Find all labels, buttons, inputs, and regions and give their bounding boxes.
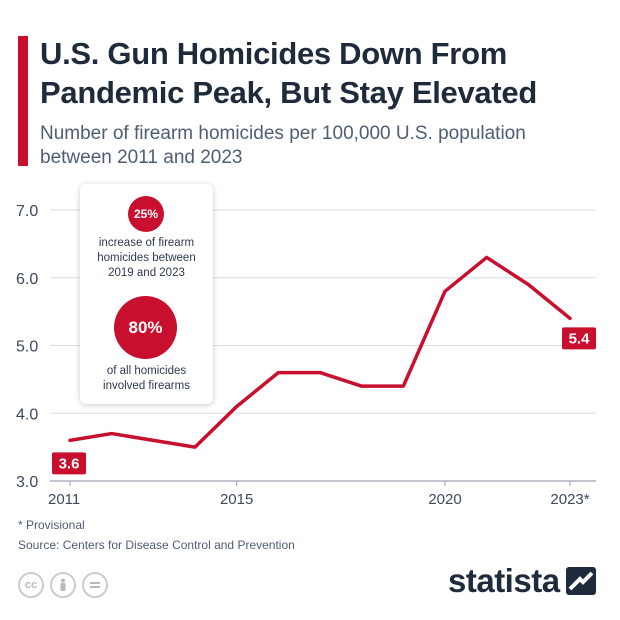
y-axis-ticks: 3.0 4.0 5.0 6.0 7.0 bbox=[16, 203, 38, 491]
license-icons: cc bbox=[18, 572, 108, 598]
statista-logo[interactable]: statista bbox=[448, 562, 596, 600]
stat-value-increase: 25% bbox=[133, 207, 159, 221]
attribution-icon[interactable] bbox=[50, 572, 76, 598]
footnote: * Provisional bbox=[18, 518, 85, 532]
x-tick-label: 2011 bbox=[48, 491, 80, 508]
title-accent-bar bbox=[18, 36, 28, 166]
chart-subtitle: Number of firearm homicides per 100,000 … bbox=[40, 123, 526, 168]
stat-circle-share: 80% bbox=[114, 296, 177, 359]
y-tick-label: 7.0 bbox=[16, 203, 38, 220]
data-label-box bbox=[562, 327, 596, 350]
x-axis-ticks: 2011 2015 2020 2023* bbox=[48, 481, 590, 508]
stat-text-increase: increase of firearm homicides between 20… bbox=[80, 236, 213, 281]
stat-value-share: 80% bbox=[128, 318, 163, 337]
source-note: Source: Centers for Disease Control and … bbox=[18, 538, 295, 552]
chart-title: U.S. Gun Homicides Down From Pandemic Pe… bbox=[40, 36, 537, 110]
stat-text-share-line2: involved firearms bbox=[103, 380, 190, 392]
x-tick-label: 2015 bbox=[220, 491, 253, 508]
series-layer bbox=[68, 255, 572, 449]
y-tick-label: 4.0 bbox=[16, 406, 38, 423]
y-tick-label: 3.0 bbox=[16, 474, 38, 491]
stat-text-increase-line2: homicides between bbox=[97, 252, 196, 264]
annotation-box: 25% increase of firearm homicides betwee… bbox=[80, 184, 213, 404]
stat-circle-increase: 25% bbox=[128, 196, 164, 232]
x-tick-label: 2020 bbox=[428, 491, 461, 508]
stat-text-increase-line3: 2019 and 2023 bbox=[108, 267, 185, 279]
x-tick-label: 2023* bbox=[550, 491, 589, 508]
stat-text-increase-line1: increase of firearm bbox=[98, 237, 195, 249]
data-label-layer: 3.6 5.4 bbox=[52, 327, 596, 475]
data-label: 3.6 bbox=[59, 455, 80, 472]
stat-text-share: of all homicides involved firearms bbox=[80, 364, 213, 394]
statista-mark-icon bbox=[565, 567, 596, 595]
y-tick-label: 6.0 bbox=[16, 271, 38, 288]
data-label: 5.4 bbox=[569, 330, 591, 347]
brand-name: statista bbox=[448, 562, 560, 599]
y-tick-label: 5.0 bbox=[16, 339, 38, 356]
stat-text-share-line1: of all homicides bbox=[106, 365, 187, 377]
data-label-box bbox=[52, 452, 86, 475]
cc-icon[interactable]: cc bbox=[18, 572, 44, 598]
no-derivatives-icon[interactable] bbox=[82, 572, 108, 598]
